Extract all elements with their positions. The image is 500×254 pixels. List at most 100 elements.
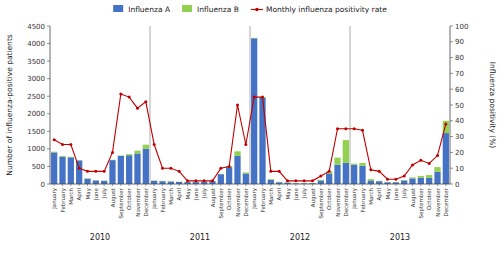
y-tick-label: 3500 [27, 58, 45, 66]
bar [434, 172, 440, 184]
y-tick-label: 0 [41, 181, 45, 189]
x-tick-label: April [376, 188, 383, 201]
y2-tick-label: 0 [455, 181, 459, 189]
line-marker [119, 92, 122, 95]
x-tick-label: November [135, 187, 141, 216]
line-marker [394, 178, 397, 181]
x-tick-label: May [285, 187, 292, 199]
line-marker [261, 96, 264, 99]
year-divider [150, 26, 151, 184]
line-marker [178, 170, 181, 173]
line-marker [203, 179, 206, 182]
line-marker [103, 170, 106, 173]
x-tick [220, 184, 221, 186]
x-tick [120, 184, 121, 186]
line-marker [144, 100, 147, 103]
bar [68, 156, 74, 158]
y-tick [47, 26, 50, 27]
bar [93, 180, 99, 181]
x-tick-label: April [76, 188, 83, 201]
y2-tick-label: 60 [455, 86, 464, 94]
x-tick [262, 184, 263, 186]
legend-item: Influenza B [182, 5, 239, 14]
x-tick [245, 184, 246, 186]
y2-tick-label: 80 [455, 54, 464, 62]
x-tick [154, 184, 155, 186]
x-tick [254, 184, 255, 186]
x-tick-label: February [360, 187, 367, 212]
bar [159, 180, 165, 181]
x-tick-label: December [443, 187, 449, 216]
bar [401, 180, 407, 184]
x-tick [420, 184, 421, 186]
line-marker [269, 170, 272, 173]
y2-tick-label: 50 [455, 102, 464, 110]
line-marker [386, 178, 389, 181]
y2-tick-label: 30 [455, 133, 464, 141]
x-tick-label: December [243, 187, 249, 216]
bar [109, 159, 115, 160]
x-tick [104, 184, 105, 186]
line-marker [419, 159, 422, 162]
bar [276, 181, 282, 182]
y-tick-label: 4000 [27, 40, 45, 48]
x-tick [370, 184, 371, 186]
x-tick-label: February [160, 187, 167, 212]
x-tick-label: December [343, 187, 349, 216]
y-tick-label: 1000 [27, 145, 45, 153]
bar [101, 181, 107, 184]
x-tick [87, 184, 88, 186]
x-tick [145, 184, 146, 186]
bar [351, 164, 357, 165]
x-tick-label: October [226, 187, 232, 210]
x-tick [54, 184, 55, 186]
bar [159, 181, 165, 184]
y2-tick [450, 120, 453, 121]
line-marker [69, 143, 72, 146]
line-marker [78, 167, 81, 170]
x-tick-label: February [260, 187, 267, 212]
y-tick [47, 96, 50, 97]
chart: 0500100015002000250030003500400045000102… [0, 0, 500, 254]
x-tick [320, 184, 321, 186]
x-tick-label: February [60, 187, 67, 212]
bar [334, 165, 340, 184]
bar [359, 163, 365, 166]
y2-tick [450, 41, 453, 42]
line-marker [219, 167, 222, 170]
y-tick [47, 148, 50, 149]
x-tick-label: September [118, 187, 125, 218]
bar [51, 152, 57, 184]
y-tick [47, 113, 50, 114]
x-tick [137, 184, 138, 186]
x-tick-label: November [435, 187, 441, 216]
x-tick-label: May [85, 187, 92, 199]
x-tick [395, 184, 396, 186]
bar [351, 165, 357, 184]
bar [251, 37, 257, 38]
y2-tick [450, 136, 453, 137]
y-axis-label: Number of influenza-positive patients [5, 34, 14, 176]
x-tick [162, 184, 163, 186]
bar [234, 156, 240, 184]
x-tick [287, 184, 288, 186]
bar [134, 153, 140, 184]
x-tick [312, 184, 313, 186]
x-tick-label: July [401, 187, 408, 199]
line-marker [378, 170, 381, 173]
y-tick-label: 4500 [27, 23, 45, 31]
bar [59, 155, 65, 157]
line-marker [86, 170, 89, 173]
x-tick [229, 184, 230, 186]
bar [101, 180, 107, 181]
line-marker [236, 104, 239, 107]
bar [259, 98, 265, 184]
line-marker [303, 179, 306, 182]
x-tick-label: July [101, 187, 108, 199]
y-tick-label: 1500 [27, 128, 45, 136]
x-tick [429, 184, 430, 186]
x-tick-label: July [301, 187, 308, 199]
line-marker [369, 168, 372, 171]
line-marker [53, 138, 56, 141]
x-tick [79, 184, 80, 186]
